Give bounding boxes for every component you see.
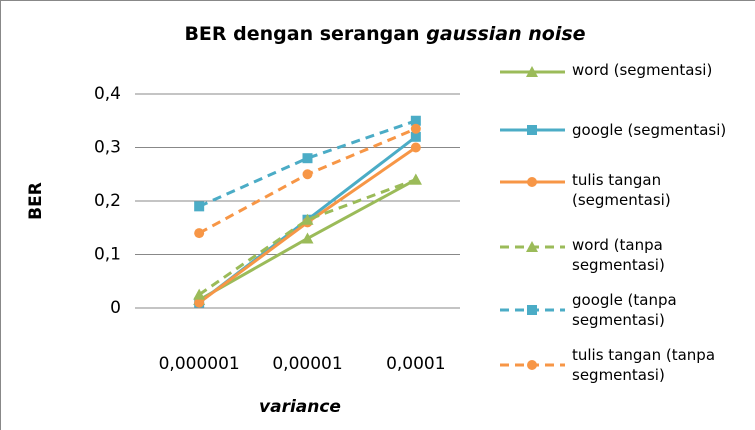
marker bbox=[302, 153, 313, 164]
marker bbox=[302, 169, 313, 180]
marker bbox=[194, 228, 205, 239]
legend-label: tulis tangan (segmentasi) bbox=[572, 171, 671, 209]
legend-label: tulis tangan (tanpa segmentasi) bbox=[572, 346, 716, 384]
title-part: BER dengan serangan bbox=[184, 23, 419, 45]
marker bbox=[409, 173, 422, 185]
y-tick-label: 0,4 bbox=[94, 84, 121, 104]
marker bbox=[194, 201, 205, 212]
y-tick-label: 0,3 bbox=[94, 138, 121, 158]
x-tick-label: 0,0001 bbox=[386, 354, 445, 374]
x-axis-label: variance bbox=[259, 397, 341, 417]
y-tick-label: 0,2 bbox=[94, 191, 121, 211]
marker bbox=[526, 241, 538, 252]
marker bbox=[526, 66, 538, 77]
x-tick-label: 0,00001 bbox=[272, 354, 342, 374]
marker bbox=[194, 297, 205, 308]
legend-label: word (tanpa segmentasi) bbox=[572, 236, 665, 274]
marker bbox=[410, 142, 421, 153]
y-axis-label: BER bbox=[26, 182, 46, 220]
marker bbox=[301, 213, 314, 225]
marker bbox=[527, 305, 537, 315]
legend-label: google (tanpa segmentasi) bbox=[572, 291, 677, 329]
marker bbox=[410, 123, 421, 134]
chart-title: BER dengan serangan gaussian noise bbox=[184, 23, 585, 45]
legend-label: google (segmentasi) bbox=[572, 121, 727, 139]
marker bbox=[527, 177, 537, 187]
marker bbox=[527, 125, 537, 135]
marker bbox=[193, 288, 206, 300]
legend-label: word (segmentasi) bbox=[572, 61, 713, 79]
marker bbox=[410, 131, 421, 142]
marker bbox=[301, 232, 314, 244]
title-part: gaussian noise bbox=[426, 23, 585, 45]
y-tick-label: 0,1 bbox=[94, 245, 121, 265]
marker bbox=[527, 360, 537, 370]
x-tick-label: 0,000001 bbox=[159, 354, 240, 374]
y-tick-label: 0 bbox=[110, 298, 121, 318]
marker bbox=[410, 115, 421, 126]
